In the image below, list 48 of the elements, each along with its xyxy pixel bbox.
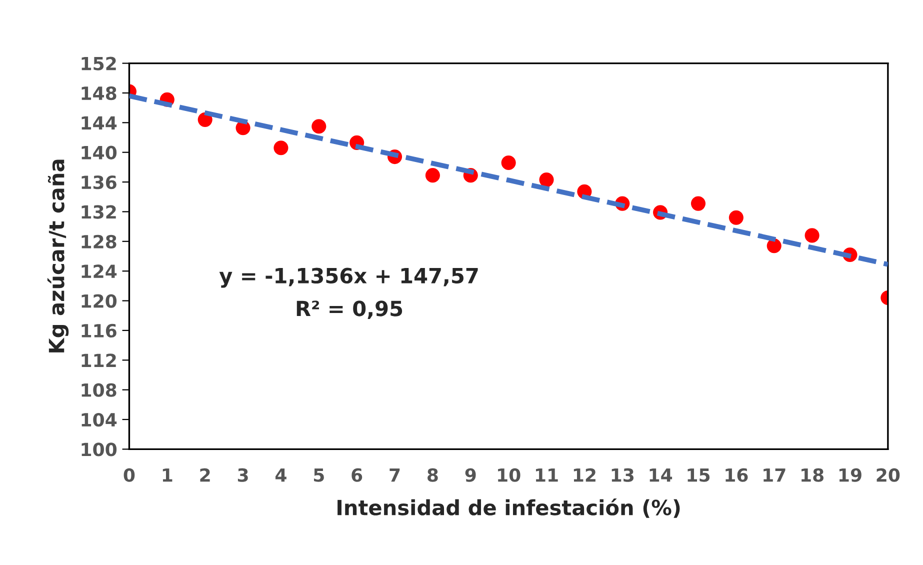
x-tick-label: 13 [612,468,634,482]
annotation: y = -1,1356x + 147,57 [219,268,478,288]
point [804,228,820,243]
y-axis-title: Kg azúcar/t caña [47,160,69,352]
y-tick-label: 152 [82,56,116,70]
y-tick-label: 148 [82,86,116,100]
y-tick-label: 124 [82,264,117,278]
x-tick-label: 4 [275,468,286,482]
point [690,196,706,211]
point [425,168,440,183]
y-tick-label: 100 [82,442,117,456]
x-tick-label: 1 [162,468,172,482]
x-tick-label: 20 [876,468,900,482]
x-tick-label: 8 [428,468,438,482]
x-tick-label: 19 [839,468,862,482]
y-tick-label: 132 [82,205,116,219]
x-tick-label: 14 [650,468,672,482]
y-tick-label: 144 [82,116,117,130]
x-tick-label: 2 [200,468,210,482]
x-tick-label: 7 [390,468,400,482]
x-tick-label: 3 [238,468,248,482]
y-tick-label: 120 [82,294,117,308]
x-tick-label: 17 [764,468,786,482]
y-tick-label: 112 [82,354,116,367]
annotation: R² = 0,95 [296,300,402,319]
point [274,140,288,156]
y-tick-label: 140 [82,146,117,160]
x-axis-title: Intensidad de infestación (%) [338,498,680,518]
x-tick-label: 18 [802,468,824,482]
x-tick-label: 16 [726,468,748,482]
x-tick-label: 6 [352,468,362,482]
x-tick-label: 5 [314,468,324,482]
x-tick-label: 10 [498,468,520,482]
y-tick-label: 104 [82,412,117,427]
point [501,155,516,170]
y-tick-label: 136 [82,175,116,190]
point [539,172,554,188]
y-tick-label: 116 [82,324,116,338]
x-tick-label: 9 [465,468,476,482]
x-tick-label: 15 [688,468,710,482]
point [728,210,744,225]
y-tick-label: 128 [82,234,116,248]
point [312,119,326,134]
point [766,238,782,254]
x-tick-label: 0 [124,468,135,482]
x-tick-label: 12 [574,468,596,482]
y-tick-label: 108 [82,383,116,397]
x-tick-label: 11 [536,468,558,482]
